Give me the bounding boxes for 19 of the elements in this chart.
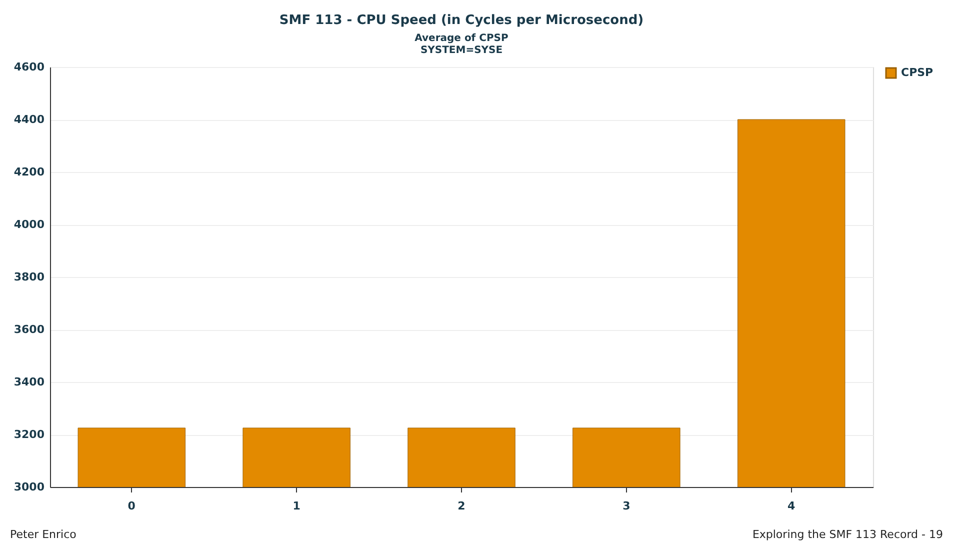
x-tick-label: 4: [788, 500, 796, 512]
y-tick-label: 3400: [14, 376, 45, 388]
y-tick-label: 3600: [14, 323, 45, 336]
x-tick-label: 3: [622, 500, 630, 512]
y-tick-label: 3800: [14, 270, 45, 284]
chart-title: SMF 113 - CPU Speed (in Cycles per Microsecond): [279, 13, 644, 28]
x-tick-label: 2: [458, 500, 466, 512]
y-tick-label: 4000: [14, 218, 45, 231]
y-tick-label: 4200: [14, 166, 45, 178]
x-tick-label: 1: [292, 500, 300, 512]
text: Peter Enrico: [10, 528, 77, 541]
chart-subtitle: Average of CPSP SYSTEM=SYSE: [414, 33, 508, 56]
legend-label: CPSP: [901, 66, 934, 79]
y-tick-label: 4400: [14, 113, 45, 126]
x-tick-label: 0: [128, 500, 136, 512]
y-tick-label: 4600: [14, 60, 45, 74]
y-tick-label: 3000: [14, 480, 45, 494]
text: Exploring the SMF 113 Record - 19: [752, 528, 943, 541]
y-tick-label: 3200: [14, 428, 45, 441]
